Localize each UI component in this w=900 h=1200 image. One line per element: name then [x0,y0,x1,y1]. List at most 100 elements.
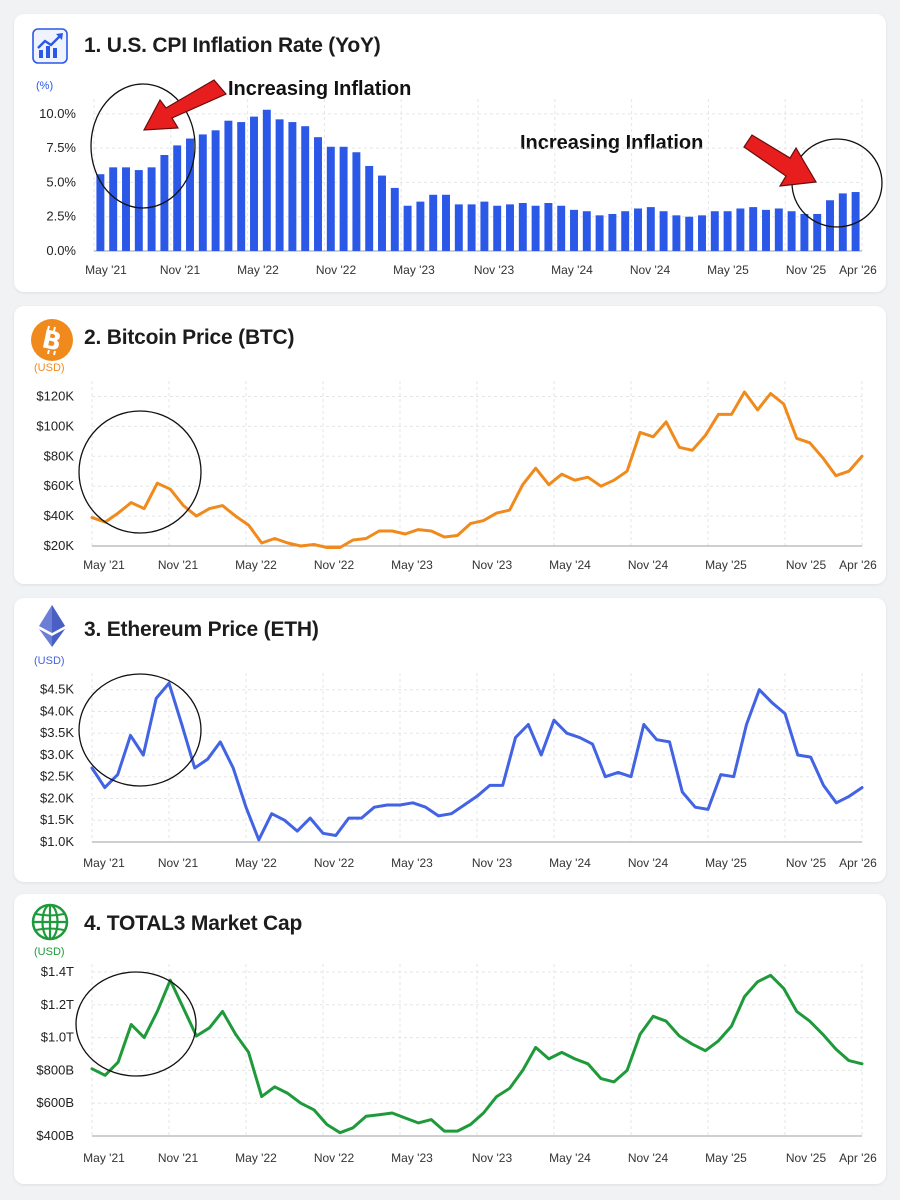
y-tick-label: $1.5K [40,812,74,827]
cpi-bar [621,211,630,251]
x-tick-label: May '23 [393,263,435,277]
x-tick-label: Apr '26 [839,1151,877,1165]
cpi-bar [787,211,796,251]
annotation-label-right: Increasing Inflation [520,132,704,154]
cpi-bar [352,152,361,251]
cpi-bar [122,167,130,251]
x-tick-label: May '24 [551,263,593,277]
x-tick-label: May '21 [83,1151,125,1165]
cpi-panel: 1. U.S. CPI Inflation Rate (YoY) (%) [14,14,886,292]
cpi-bar [147,167,156,251]
y-tick-label: $100K [36,418,74,433]
cpi-bar [608,213,617,251]
cpi-bar [224,120,233,251]
cpi-bar [173,145,182,251]
y-tick-label: $3.0K [40,747,74,762]
y-tick-label: 2.5% [46,209,76,224]
x-tick-label: May '21 [83,856,125,870]
eth-panel: 3. Ethereum Price (ETH) (USD) [14,598,886,882]
cpi-bar [851,192,860,251]
x-tick-label: Nov '25 [786,856,827,870]
cpi-bar [582,211,591,251]
cpi-bar [646,207,655,251]
x-tick-label: Nov '25 [786,558,827,572]
x-tick-label: Nov '23 [472,1151,513,1165]
y-tick-label: $4.5K [40,682,74,697]
highlight-circle [78,673,202,787]
cpi-bar [774,208,783,251]
cpi-bar [493,205,502,251]
y-tick-label: $80K [44,448,75,463]
y-tick-label: 10.0% [39,106,76,121]
cpi-bar [518,203,527,251]
cpi-bar [480,201,489,251]
bitcoin-icon: B [30,318,74,367]
ethereum-icon [38,604,66,653]
x-tick-label: May '24 [549,856,591,870]
x-tick-label: Nov '24 [630,263,671,277]
cpi-bar [800,213,809,251]
x-tick-label: Nov '22 [314,1151,355,1165]
x-tick-label: May '23 [391,558,433,572]
cpi-bar [211,130,220,251]
x-tick-label: May '23 [391,1151,433,1165]
cpi-bar [454,204,463,251]
cpi-bar [685,216,694,251]
y-tick-label: 7.5% [46,140,76,155]
y-tick-label: $1.2T [41,997,74,1012]
line-chart-icon [32,28,68,69]
cpi-bar [109,167,118,251]
x-tick-label: Nov '21 [160,263,201,277]
cpi-bar [403,205,412,251]
red-arrow-left [142,79,227,131]
y-tick-label: $3.5K [40,725,74,740]
x-tick-label: May '22 [235,856,277,870]
x-tick-label: Apr '26 [839,263,877,277]
chart-title: 4. TOTAL3 Market Cap [84,912,303,935]
highlight-circle [78,410,202,534]
cpi-bar [659,211,668,251]
x-tick-label: Nov '23 [474,263,515,277]
y-tick-label: $1.4T [41,964,74,979]
y-unit-label: (%) [36,80,54,92]
annotation-label-left: Increasing Inflation [228,78,412,100]
y-unit-label: (USD) [34,946,65,958]
cpi-bar [838,193,847,251]
cpi-bar [710,211,719,251]
y-unit-label: (USD) [34,655,65,667]
y-tick-label: $60K [44,478,75,493]
y-tick-label: $400B [36,1128,74,1143]
cpi-bar [749,207,758,251]
highlight-circle [90,83,196,209]
cpi-bar [442,194,450,251]
x-tick-label: Nov '21 [158,558,199,572]
cpi-bar [506,204,514,251]
cpi-bar [198,134,207,251]
cpi-bar [595,215,604,251]
x-tick-label: May '24 [549,1151,591,1165]
x-tick-label: Nov '24 [628,558,669,572]
y-tick-label: $800B [36,1062,74,1077]
cpi-bar [96,174,105,251]
cpi-bar [531,205,540,251]
x-tick-label: May '22 [237,263,279,277]
y-tick-label: $120K [36,388,74,403]
x-tick-label: May '23 [391,856,433,870]
x-tick-label: May '25 [707,263,749,277]
x-tick-label: May '24 [549,558,591,572]
chart-title: 1. U.S. CPI Inflation Rate (YoY) [84,34,381,57]
cpi-bar [557,205,566,251]
cpi-bar [570,209,578,251]
cpi-bar [250,116,258,251]
x-tick-label: Apr '26 [839,856,877,870]
cpi-bar [134,170,143,251]
x-tick-label: Apr '26 [839,558,877,572]
cpi-bar [186,138,194,251]
cpi-bar [365,165,374,251]
cpi-bar [634,208,642,251]
y-tick-label: 0.0% [46,243,76,258]
cpi-bar [326,146,335,251]
x-tick-label: Nov '24 [628,856,669,870]
x-tick-label: May '21 [85,263,127,277]
cpi-bar [429,194,438,251]
